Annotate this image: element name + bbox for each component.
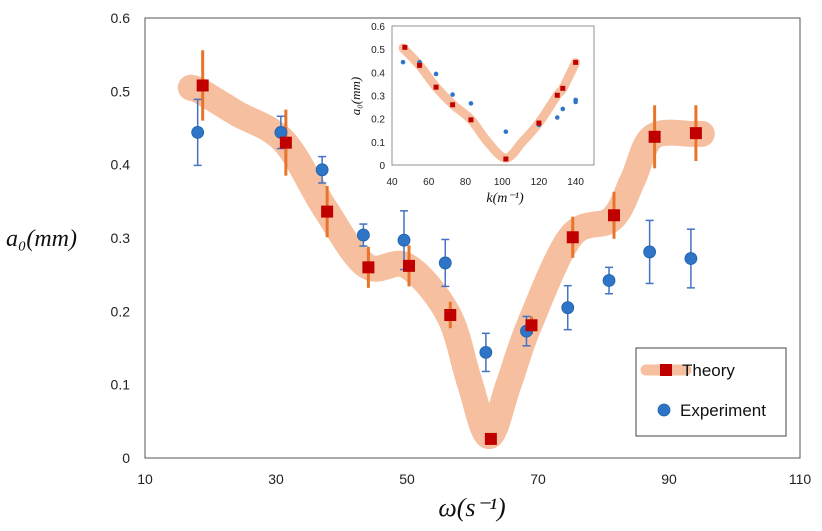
theory-point bbox=[279, 136, 292, 149]
inset-plot: 40 60 80 100 120 140 0 0.1 0.2 0.3 0.4 0.5 0.6 k(m⁻… bbox=[348, 22, 595, 206]
inset-y-tick-label: 0.3 bbox=[371, 92, 385, 103]
experiment-point bbox=[561, 301, 575, 315]
inset-experiment-point bbox=[433, 71, 439, 77]
inset-y-tick-label: 0.4 bbox=[371, 68, 385, 79]
x-axis-label: ω(s⁻¹) bbox=[438, 493, 505, 522]
theory-point bbox=[648, 130, 661, 143]
y-tick-label: 0.3 bbox=[111, 230, 131, 246]
inset-theory-point bbox=[503, 156, 509, 162]
inset-x-tick-label: 100 bbox=[494, 177, 511, 188]
inset-experiment-point bbox=[573, 99, 578, 105]
experiment-point bbox=[191, 125, 205, 139]
legend-box bbox=[635, 347, 787, 437]
experiment-point bbox=[315, 163, 329, 177]
experiment-point bbox=[479, 345, 493, 359]
x-tick-labels: 10 30 50 70 90 110 bbox=[137, 471, 811, 487]
inset-x-tick-label: 120 bbox=[531, 177, 548, 188]
theory-point bbox=[362, 261, 375, 274]
inset-theory-point bbox=[573, 59, 579, 65]
theory-point bbox=[484, 432, 497, 445]
theory-point bbox=[444, 309, 457, 321]
experiment-point bbox=[438, 256, 452, 270]
legend-experiment-circle-icon bbox=[657, 403, 671, 417]
legend-theory-label: Theory bbox=[682, 361, 735, 380]
theory-point bbox=[525, 319, 538, 332]
inset-y-axis-label: a₀(mm) bbox=[348, 77, 363, 115]
marker-layer bbox=[191, 79, 702, 445]
inset-experiment-point bbox=[503, 129, 509, 134]
inset-x-tick-label: 80 bbox=[460, 177, 472, 188]
theory-point bbox=[403, 259, 415, 272]
inset-theory-point bbox=[433, 84, 439, 90]
inset-x-tick-label: 140 bbox=[567, 177, 584, 188]
main-plot-frame bbox=[144, 17, 801, 459]
x-tick-label: 90 bbox=[661, 471, 677, 487]
inset-x-axis-label: k(m⁻¹) bbox=[486, 191, 524, 206]
inset-y-tick-label: 0.1 bbox=[371, 138, 385, 149]
inset-y-tick-label: 0.6 bbox=[371, 22, 385, 33]
theory-point bbox=[321, 205, 334, 218]
inset-theory-point bbox=[560, 85, 566, 91]
inset-x-tick-labels: 40 60 80 100 120 140 bbox=[386, 177, 584, 188]
theory-point bbox=[689, 127, 702, 140]
main-plot: 10 30 50 70 90 110 0 0.1 0.2 0.3 0.4 0.5 0.6 ω(s⁻¹)… bbox=[6, 10, 811, 522]
y-tick-label: 0 bbox=[122, 450, 130, 466]
x-tick-label: 110 bbox=[789, 471, 812, 487]
legend: Theory Experiment bbox=[635, 347, 787, 437]
experiment-point bbox=[356, 228, 370, 242]
x-tick-label: 10 bbox=[137, 471, 153, 487]
y-tick-label: 0.5 bbox=[111, 83, 131, 99]
y-tick-label: 0.4 bbox=[111, 157, 131, 173]
inset-y-tick-labels: 0 0.1 0.2 0.3 0.4 0.5 0.6 bbox=[371, 22, 385, 172]
theory-point bbox=[608, 209, 621, 222]
inset-y-tick-label: 0.2 bbox=[371, 115, 385, 126]
legend-theory-square-icon bbox=[660, 364, 672, 376]
inset-theory-point bbox=[468, 117, 474, 123]
inset-y-tick-label: 0.5 bbox=[371, 45, 385, 56]
y-tick-label: 0.6 bbox=[111, 10, 131, 26]
inset-y-tick-label: 0 bbox=[379, 161, 385, 172]
inset-theory-point bbox=[554, 92, 560, 98]
inset-theory-point bbox=[450, 102, 456, 108]
inset-theory-point bbox=[536, 120, 542, 126]
y-tick-label: 0.2 bbox=[111, 303, 131, 319]
x-tick-label: 30 bbox=[268, 471, 284, 487]
inset-theory-point bbox=[402, 44, 408, 50]
inset-experiment-point bbox=[450, 92, 455, 97]
experiment-point bbox=[274, 125, 288, 139]
inset-x-tick-label: 40 bbox=[386, 177, 398, 188]
experiment-point bbox=[684, 252, 698, 265]
experiment-point bbox=[602, 274, 616, 287]
inset-experiment-point bbox=[554, 115, 560, 120]
inset-marker-layer bbox=[400, 44, 579, 162]
experiment-point bbox=[643, 245, 657, 259]
inset-experiment-point bbox=[400, 59, 406, 65]
inset-x-tick-label: 60 bbox=[423, 177, 435, 188]
inset-experiment-point bbox=[468, 101, 474, 106]
y-tick-labels: 0 0.1 0.2 0.3 0.4 0.5 0.6 bbox=[111, 10, 131, 466]
inset-theory-point bbox=[417, 62, 423, 68]
experiment-point bbox=[397, 233, 411, 247]
x-tick-label: 70 bbox=[530, 471, 546, 487]
legend-experiment-label: Experiment bbox=[680, 401, 766, 420]
y-tick-label: 0.1 bbox=[111, 377, 131, 393]
y-axis-label: a₀(mm) bbox=[6, 226, 77, 252]
theory-point bbox=[196, 79, 209, 92]
x-tick-label: 50 bbox=[399, 471, 415, 487]
theory-point bbox=[566, 231, 579, 244]
inset-experiment-point bbox=[560, 106, 566, 112]
